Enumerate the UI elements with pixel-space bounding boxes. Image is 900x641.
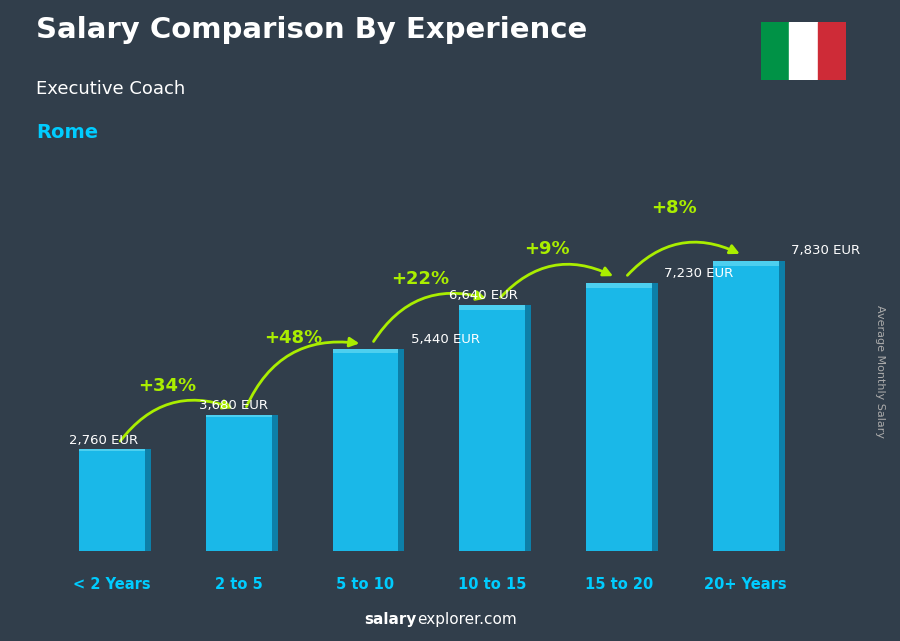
Text: 15 to 20: 15 to 20 [585,578,653,592]
Text: Salary Comparison By Experience: Salary Comparison By Experience [36,16,587,44]
Bar [778,261,785,551]
Text: Average Monthly Salary: Average Monthly Salary [875,305,886,438]
Text: +48%: +48% [265,329,323,347]
Bar [713,261,778,267]
Text: 3,680 EUR: 3,680 EUR [200,399,268,412]
Bar [760,22,789,80]
Bar [586,283,652,551]
Bar [525,305,531,551]
Bar [652,283,658,551]
Text: 7,830 EUR: 7,830 EUR [791,244,860,257]
Text: 2,760 EUR: 2,760 EUR [69,434,138,447]
Text: +34%: +34% [138,378,196,395]
Text: Executive Coach: Executive Coach [36,80,185,98]
Text: 6,640 EUR: 6,640 EUR [449,289,518,302]
Text: 2 to 5: 2 to 5 [215,578,263,592]
Bar [206,415,272,551]
Text: 10 to 15: 10 to 15 [458,578,526,592]
Bar [713,261,778,551]
Bar [332,349,399,551]
Text: 7,230 EUR: 7,230 EUR [664,267,734,280]
Bar [206,415,272,417]
Text: 5 to 10: 5 to 10 [337,578,394,592]
Text: +8%: +8% [651,199,697,217]
Text: 5,440 EUR: 5,440 EUR [410,333,480,346]
Bar [586,283,652,288]
Bar [332,349,399,353]
Text: 20+ Years: 20+ Years [705,578,787,592]
Bar [79,449,145,451]
Bar [459,305,525,551]
Bar [145,449,151,551]
Text: Rome: Rome [36,123,98,142]
Text: salary: salary [364,612,417,627]
Text: < 2 Years: < 2 Years [73,578,151,592]
Bar [817,22,846,80]
Bar [789,22,817,80]
Text: +22%: +22% [392,270,449,288]
Text: explorer.com: explorer.com [417,612,517,627]
Bar [272,415,277,551]
Text: +9%: +9% [524,240,570,258]
Bar [79,449,145,551]
Bar [459,305,525,310]
Bar [399,349,404,551]
